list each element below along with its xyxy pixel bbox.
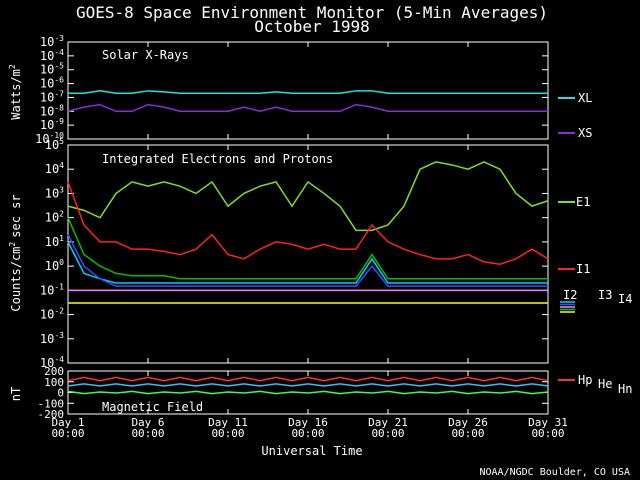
particle-panel-title: Integrated Electrons and Protons (102, 152, 333, 166)
series-line-i1 (67, 181, 549, 265)
y-tick-label: 102 (45, 210, 64, 225)
mag-panel-title: Magnetic Field (102, 400, 203, 414)
y-tick-label: -100 (38, 397, 65, 410)
chart-title: GOES-8 Space Environment Monitor (5-Min … (76, 3, 548, 22)
y-tick-label: 10-4 (40, 48, 64, 63)
x-tick-label: Day 11 (208, 416, 248, 429)
series-line-xl (68, 90, 548, 95)
y-tick-label: -200 (38, 408, 65, 421)
y-tick-label: 104 (45, 161, 64, 176)
particle-ylabel-tail: sec sr (9, 194, 23, 237)
y-tick-label: 10-1 (40, 282, 64, 297)
x-tick-label-time: 00:00 (371, 427, 404, 440)
x-tick-label-time: 00:00 (451, 427, 484, 440)
series-line-i5 (67, 217, 548, 280)
series-line-i2 (67, 241, 548, 284)
y-tick-label: 0 (57, 387, 64, 400)
x-tick-label: Day 21 (368, 416, 408, 429)
y-tick-label: 100 (45, 258, 64, 273)
particle-ylabel-main: Counts/cm (9, 247, 23, 312)
particle-ylabel: Counts/cm2 sec sr (8, 194, 23, 311)
legend-label-i2: I2 (563, 288, 577, 302)
y-tick-label: 200 (44, 365, 64, 378)
x-tick-label-time: 00:00 (131, 427, 164, 440)
xray-ylabel-main: Watts/m (9, 69, 23, 120)
y-tick-label: 101 (45, 234, 64, 249)
xray-ylabel-sup: 2 (8, 64, 17, 69)
y-tick-label: 103 (45, 185, 64, 200)
legend-label-xl: XL (578, 91, 592, 105)
particle-panel-frame (67, 144, 549, 364)
x-tick-label: Day 31 (528, 416, 568, 429)
xray-ylabel: Watts/m2 (8, 64, 23, 120)
x-tick-label-time: 00:00 (531, 427, 564, 440)
credit-text: NOAA/NGDC Boulder, CO USA (479, 467, 630, 478)
y-tick-label: 10-5 (40, 62, 64, 77)
x-tick-label: Day 6 (131, 416, 164, 429)
y-tick-label: 105 (45, 137, 64, 152)
mag-ylabel: nT (9, 387, 23, 401)
y-tick-label: 10-3 (40, 331, 64, 346)
y-tick-label: 10-7 (40, 89, 64, 104)
xray-panel-title: Solar X-Rays (102, 48, 189, 62)
series-line-hn (67, 390, 549, 395)
x-tick-label: Day 26 (448, 416, 488, 429)
series-line-i3 (67, 234, 548, 287)
legend-label-hp: Hp (578, 373, 592, 387)
y-tick-label: 10-10 (35, 131, 64, 146)
x-axis-label: Universal Time (261, 444, 362, 458)
series-line-e1 (67, 161, 549, 232)
x-tick-label-time: 00:00 (51, 427, 84, 440)
y-tick-label: 10-3 (40, 34, 64, 49)
legend-label-i3: I3 (598, 288, 612, 302)
y-tick-label: 10-2 (40, 307, 64, 322)
series-line-xs (67, 103, 548, 113)
series-line-hp (67, 376, 549, 382)
legend-label-e1: E1 (576, 195, 590, 209)
y-tick-label: 10-4 (40, 355, 64, 370)
x-tick-label: Day 16 (288, 416, 328, 429)
x-tick-label: Day 1 (51, 416, 84, 429)
series-line-he (67, 383, 549, 387)
y-tick-label: 10-8 (40, 103, 64, 118)
x-tick-label-time: 00:00 (211, 427, 244, 440)
y-tick-label: 100 (44, 376, 64, 389)
y-tick-label: 10-9 (40, 117, 64, 132)
particle-ylabel-sup: 2 (8, 242, 17, 247)
chart-subtitle: October 1998 (254, 17, 370, 36)
legend-label-i1: I1 (576, 262, 590, 276)
legend-label-hn: Hn (618, 382, 632, 396)
legend-label-xs: XS (578, 126, 592, 140)
legend-label-he: He (598, 377, 612, 391)
legend-label-i4: I4 (618, 292, 632, 306)
y-tick-label: 10-6 (40, 76, 64, 91)
x-tick-label-time: 00:00 (291, 427, 324, 440)
